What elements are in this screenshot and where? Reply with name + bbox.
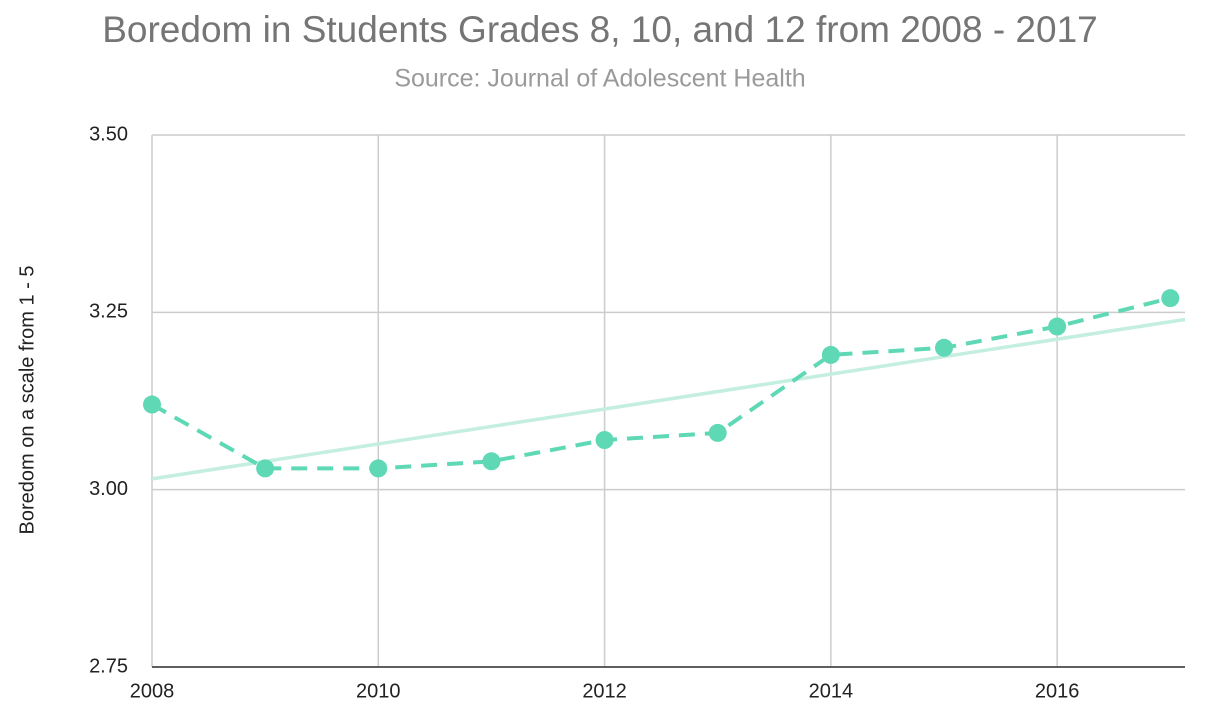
data-point <box>1048 317 1067 336</box>
data-line <box>151 296 1171 471</box>
data-point <box>256 459 275 478</box>
data-point <box>1161 289 1180 308</box>
x-tick-label: 2014 <box>809 680 854 702</box>
trendline <box>151 317 1186 481</box>
chart-subtitle: Source: Journal of Adolescent Health <box>394 65 805 93</box>
chart-title: Boredom in Students Grades 8, 10, and 12… <box>102 9 1098 50</box>
data-point <box>708 423 727 442</box>
data-point <box>369 459 388 478</box>
data-point <box>821 345 840 364</box>
y-tick-label: 3.00 <box>89 478 128 500</box>
y-tick-label: 2.75 <box>89 655 128 677</box>
x-tick-label: 2012 <box>582 680 627 702</box>
x-tick-label: 2008 <box>130 680 175 702</box>
y-tick-label: 3.25 <box>89 301 128 323</box>
data-point <box>482 452 501 471</box>
y-tick-label: 3.50 <box>89 123 128 145</box>
x-tick-label: 2010 <box>356 680 401 702</box>
data-point <box>935 338 954 357</box>
y-axis-label: Boredom on a scale from 1 - 5 <box>16 265 38 534</box>
data-point <box>143 395 161 414</box>
data-point <box>595 431 614 450</box>
x-tick-label: 2016 <box>1035 680 1080 702</box>
